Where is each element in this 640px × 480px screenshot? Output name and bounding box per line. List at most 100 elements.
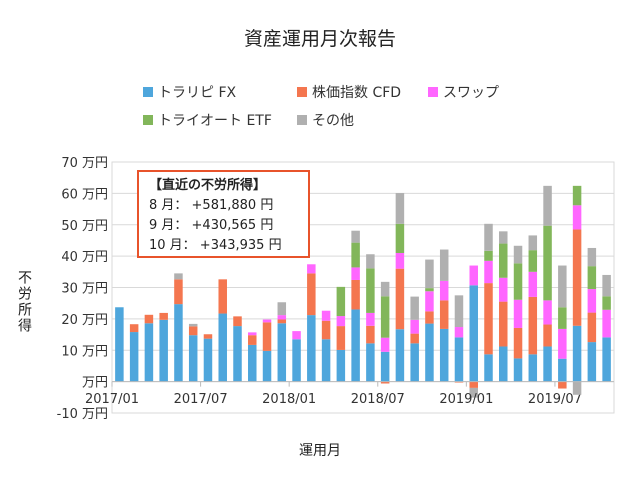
bar-segment	[233, 316, 242, 327]
bar-segment	[307, 315, 316, 382]
legend-label: その他	[312, 113, 354, 129]
bar-segment	[292, 331, 301, 340]
bar-segment	[351, 230, 360, 243]
bar-segment	[277, 302, 287, 316]
bar-segment	[425, 288, 434, 292]
bar-segment	[262, 319, 272, 323]
bar-segment	[395, 252, 405, 269]
bar-segment	[587, 266, 597, 290]
legend-item-fx: トラリピ FX	[143, 82, 236, 102]
bar-segment	[262, 350, 272, 382]
bar-segment	[543, 324, 552, 347]
bar-segment	[484, 250, 493, 261]
bar-segment	[469, 387, 478, 398]
bar-segment	[277, 323, 287, 382]
bar-segment	[572, 185, 582, 206]
bar-segment	[454, 337, 464, 382]
y-axis-label: 不労所得	[16, 270, 32, 334]
bar-segment	[558, 265, 567, 308]
bar-segment	[218, 313, 227, 382]
bar-segment	[336, 349, 346, 382]
y-tick-label: 20 万円	[61, 313, 108, 328]
bar-segment	[439, 280, 449, 301]
bar-segment	[528, 296, 538, 355]
bar-segment	[380, 281, 390, 297]
bar-segment	[439, 300, 449, 329]
bar-segment	[174, 273, 183, 280]
bar-segment	[203, 334, 213, 339]
bar-segment	[499, 231, 508, 244]
legend-item-swap: スワップ	[428, 82, 499, 102]
bar-segment	[454, 295, 464, 328]
y-tick-label: 50 万円	[61, 219, 108, 234]
x-tick-label: 2017/07	[174, 392, 228, 407]
y-tick-label: 万円	[82, 376, 108, 391]
bar-segment	[587, 247, 597, 267]
legend-item-other: その他	[297, 110, 354, 130]
legend-label: 株価指数 CFD	[312, 85, 402, 101]
bar-segment	[528, 250, 538, 272]
bar-segment	[174, 304, 183, 382]
bar-segment	[380, 296, 390, 338]
bar-segment	[351, 267, 360, 280]
bar-segment	[484, 354, 493, 382]
x-tick-label: 2019/01	[439, 392, 493, 407]
bar-segment	[292, 339, 301, 382]
legend-label: スワップ	[443, 85, 499, 101]
bar-segment	[321, 339, 331, 382]
bar-segment	[499, 346, 508, 382]
bar-segment	[587, 312, 597, 343]
legend-item-etf: トライオート ETF	[143, 110, 272, 130]
bar-segment	[351, 279, 360, 310]
bar-segment	[425, 311, 434, 324]
bar-segment	[602, 296, 611, 310]
bar-segment	[410, 333, 419, 344]
x-tick-label: 2017/01	[85, 392, 139, 407]
bar-segment	[336, 286, 346, 317]
bar-segment	[129, 324, 139, 333]
bar-segment	[484, 223, 493, 251]
bar-segment	[513, 299, 523, 328]
bar-segment	[115, 307, 124, 382]
bar-segment	[321, 320, 331, 340]
bar-segment	[469, 265, 478, 286]
bar-segment	[248, 344, 257, 382]
bar-segment	[277, 319, 287, 324]
recent-income-heading: 【直近の不労所得】	[149, 178, 267, 193]
y-tick-label: 10 万円	[61, 344, 108, 359]
bar-segment	[543, 300, 552, 325]
bar-segment	[572, 381, 582, 395]
bar-segment	[144, 314, 154, 324]
bar-segment	[336, 316, 346, 327]
bar-segment	[587, 342, 597, 382]
bar-segment	[572, 325, 582, 382]
bar-segment	[425, 323, 434, 382]
bar-segment	[395, 329, 405, 382]
bar-segment	[410, 296, 419, 320]
bar-segment	[602, 274, 611, 297]
recent-income-box: 【直近の不労所得】 8 月： +581,880 円 9 月： +430,565 …	[137, 170, 310, 258]
bar-segment	[558, 307, 567, 329]
x-tick-label: 2018/07	[351, 392, 405, 407]
bar-segment	[188, 323, 198, 327]
bar-segment	[454, 327, 464, 338]
bar-segment	[144, 323, 154, 382]
bar-segment	[248, 335, 257, 345]
bar-segment	[558, 358, 567, 382]
bar-segment	[513, 327, 523, 359]
recent-income-sep: 9 月： +430,565 円	[149, 218, 274, 233]
bar-segment	[277, 315, 287, 320]
legend-label: トライオート ETF	[158, 113, 272, 129]
bar-segment	[587, 289, 597, 313]
bar-segment	[499, 301, 508, 347]
bar-segment	[425, 259, 434, 289]
bar-segment	[513, 263, 523, 300]
bar-segment	[218, 279, 227, 314]
bar-segment	[159, 319, 168, 382]
bar-segment	[513, 358, 523, 382]
bar-segment	[366, 343, 375, 382]
bar-segment	[558, 381, 567, 389]
bar-segment	[572, 205, 582, 230]
bar-segment	[558, 328, 567, 359]
bar-segment	[307, 273, 316, 316]
